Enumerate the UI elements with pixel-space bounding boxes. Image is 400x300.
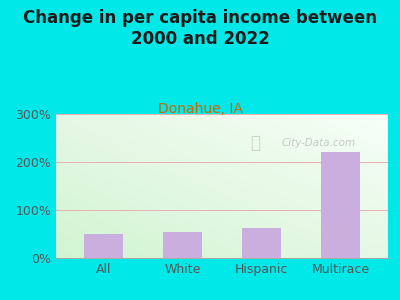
Bar (84, 234, 123, 258)
Text: Change in per capita income between
2000 and 2022: Change in per capita income between 2000… (23, 9, 377, 49)
Bar (163, 232, 202, 258)
Text: City-Data.com: City-Data.com (282, 138, 356, 148)
Bar (321, 152, 360, 258)
Text: Donahue, IA: Donahue, IA (158, 102, 242, 116)
Bar (242, 228, 281, 258)
Text: ⦾: ⦾ (250, 134, 260, 152)
